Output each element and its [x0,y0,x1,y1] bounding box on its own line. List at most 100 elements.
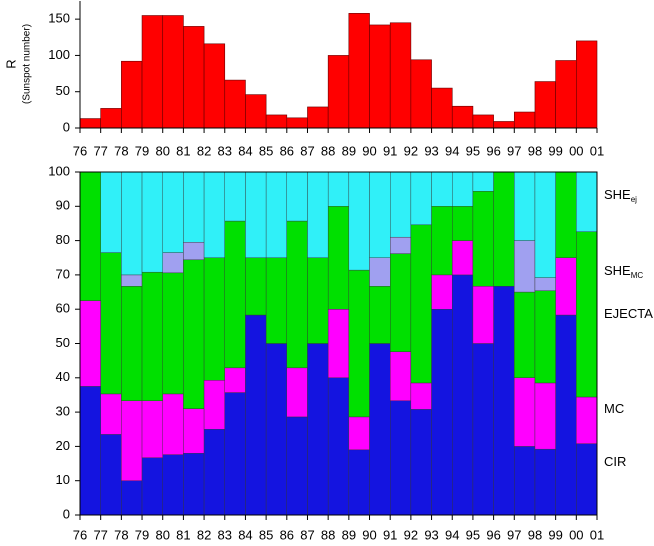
x-tick-label: 93 [424,143,438,158]
bar [79,386,101,516]
bar [245,314,267,516]
x-tick-label: 77 [93,527,107,542]
x-tick-label: 86 [280,527,294,542]
bar [514,377,536,447]
x-tick-label: 83 [218,143,232,158]
bar [141,171,163,273]
bar [100,393,122,435]
bar [390,351,412,401]
bar [183,26,205,129]
bar [286,367,308,418]
x-tick-label: 83 [218,527,232,542]
x-tick-label: 81 [176,527,190,542]
bar [79,300,101,387]
x-tick-label: 78 [114,143,128,158]
x-tick-label: 82 [197,527,211,542]
bar [513,111,536,129]
x-tick-label: 94 [445,143,459,158]
bar [348,269,370,418]
bar [245,94,267,129]
x-tick-label: 85 [259,527,273,542]
bar [100,108,122,129]
bar [576,231,598,398]
bar [203,380,225,430]
x-tick-label: 87 [300,143,314,158]
bar [162,252,184,274]
bar [390,171,412,238]
x-tick-label: 00 [569,143,583,158]
bar [534,81,556,129]
bar [121,171,143,276]
bar [431,171,453,207]
y-tick-label: 50 [56,335,70,350]
bar [493,286,515,516]
bar [534,448,556,516]
x-tick-label: 79 [135,143,149,158]
legend-name: MC [604,401,624,416]
bar [183,242,205,261]
legend-label: MC [604,401,624,416]
bar [286,416,308,516]
x-tick-label: 91 [383,527,397,542]
y-tick-label: 60 [56,301,70,316]
y-tick-label: 20 [56,438,70,453]
bar [265,257,287,344]
bar [410,224,432,384]
bar [327,377,350,516]
bar [327,171,350,207]
y-tick-label: 100 [48,163,70,178]
bar [245,171,267,258]
x-tick-label: 77 [93,143,107,158]
bar [307,106,329,129]
bar [327,309,350,379]
y-tick-label: 30 [56,404,70,419]
y-tick-label: 70 [56,266,70,281]
bar [555,314,577,516]
y-tick-label: 80 [56,232,70,247]
legend-name: CIR [604,454,626,469]
bar [514,171,536,241]
bar [431,309,453,516]
bar [162,15,184,129]
bar [100,171,122,253]
x-tick-label: 96 [486,527,500,542]
x-tick-label: 80 [155,143,169,158]
bar [162,272,184,395]
y-tick-label: 100 [48,47,70,62]
bar [369,343,391,516]
bar [265,114,288,129]
bar [203,43,226,129]
legend-subscript: MC [631,271,644,280]
bar [121,274,143,287]
legend-name: SHE [604,263,631,278]
bar [410,409,432,516]
x-tick-label: 81 [176,143,190,158]
bar [121,400,143,481]
bar [141,400,163,458]
bar [514,240,536,293]
x-tick-label: 92 [404,143,418,158]
bar [493,171,515,287]
x-tick-label: 76 [73,143,87,158]
x-tick-label: 87 [300,527,314,542]
x-tick-label: 76 [73,527,87,542]
x-tick-label: 85 [259,143,273,158]
bar [576,396,598,444]
bar [141,457,163,516]
bar [224,171,246,222]
bar [79,118,101,129]
bar [431,87,453,129]
x-tick-label: 92 [404,527,418,542]
bar [183,259,205,409]
bar [224,220,246,369]
bar [576,443,598,516]
x-tick-label: 84 [238,143,252,158]
bar [390,236,412,254]
legend-label: SHEMC [604,263,643,280]
y-tick-label: 90 [56,198,70,213]
bar [472,191,494,287]
bar [493,121,515,129]
x-tick-label: 82 [197,143,211,158]
y-axis-label: R [3,59,18,68]
